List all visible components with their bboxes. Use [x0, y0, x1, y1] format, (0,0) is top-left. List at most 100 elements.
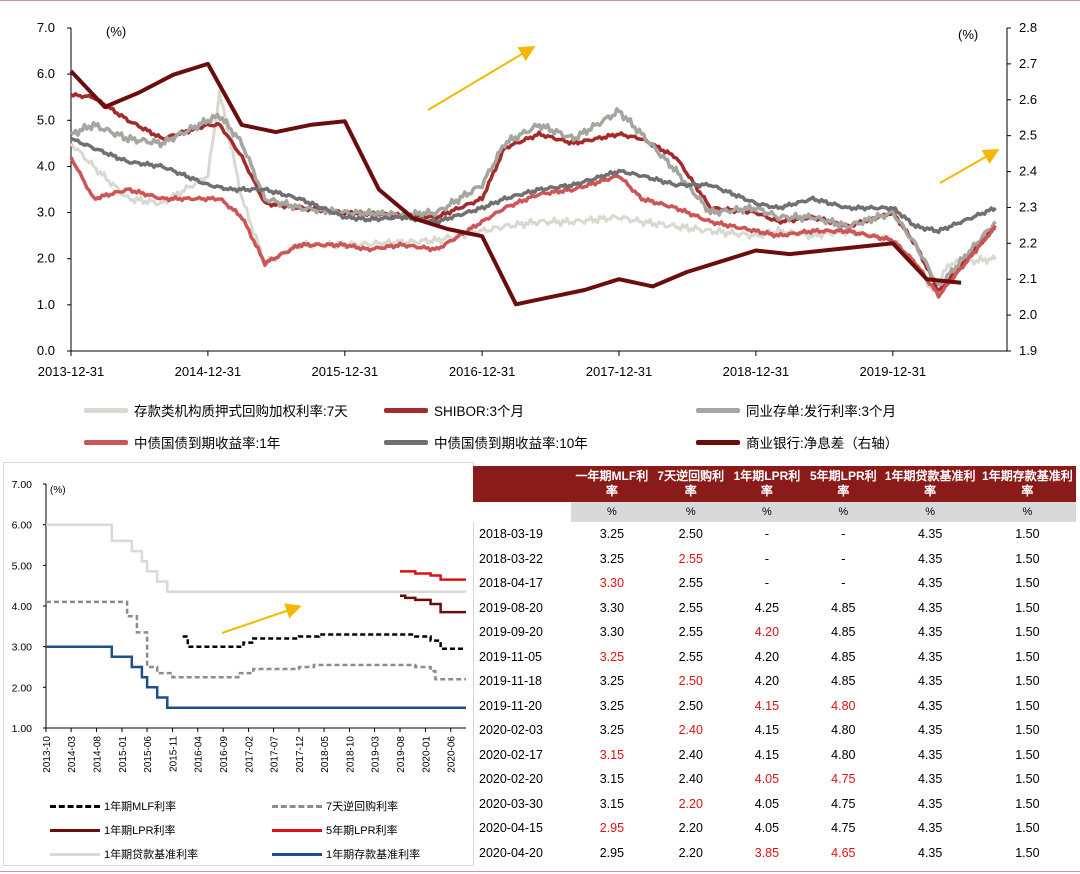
- x-tick-label: 2019-08: [396, 736, 407, 773]
- legend-swatch: [384, 407, 428, 413]
- series-line: [69, 61, 962, 307]
- row-date-cell: 2019-11-05: [479, 649, 543, 664]
- table-row: 2019-11-05 3.25 2.55 4.20 4.85 4.35 1.50: [473, 645, 1076, 670]
- rate-cell: 3.15: [599, 796, 625, 811]
- rate-cell: 4.15: [754, 747, 780, 762]
- rate-cell: 2.50: [678, 527, 703, 542]
- legend-label: 1年期LPR利率: [104, 825, 176, 837]
- x-tick-label: 2019-12-31: [860, 364, 927, 379]
- bottom-left-panel-frame: [3, 462, 474, 866]
- y2-tick-label: 2.1: [1019, 271, 1037, 286]
- legend-swatch: [384, 439, 428, 445]
- table-row: 2019-09-20 3.30 2.55 4.20 4.85 4.35 1.50: [473, 620, 1076, 645]
- rate-cell: 4.05: [754, 821, 780, 836]
- y-tick-label: 1.00: [12, 723, 33, 735]
- rate-cell: 1.50: [1015, 821, 1040, 836]
- legend-swatch: [50, 852, 100, 856]
- legend-swatch: [50, 804, 100, 808]
- rate-cell: -: [764, 576, 770, 591]
- legend-swatch: [272, 804, 322, 808]
- x-tick-label: 2018-12-31: [723, 364, 790, 379]
- legend-label: 同业存单:发行利率:3个月: [746, 404, 897, 419]
- policy-rates-chart: 1.00 2.00 3.00 4.00 5.00 6.00 7.00 2013-10 2014…: [12, 479, 466, 773]
- table-row: 2020-02-17 3.15 2.40 4.15 4.80 4.35 1.50: [473, 743, 1076, 768]
- rate-cell: 3.15: [599, 772, 625, 787]
- rate-cell: 4.35: [917, 551, 943, 566]
- rate-cell: 4.80: [831, 723, 856, 738]
- top-chart-legend: 存款类机构质押式回购加权利率:7天 SHIBOR:3个月 同业存单:发行利率:3…: [0, 390, 1080, 460]
- rate-cell: 4.80: [831, 698, 856, 713]
- unit-cell: %: [978, 502, 1076, 522]
- rate-cell: 4.85: [831, 674, 856, 689]
- rate-cell: 4.35: [917, 747, 943, 762]
- table-row: 2020-04-20 2.95 2.20 3.85 4.65 4.35 1.50: [473, 841, 1076, 866]
- bottom-border-rule: [0, 871, 1080, 872]
- series-line: [400, 594, 466, 614]
- row-date-cell: 2018-03-22: [479, 551, 543, 566]
- rate-cell: 4.15: [754, 698, 780, 713]
- table-row: 2019-11-18 3.25 2.50 4.20 4.85 4.35 1.50: [473, 669, 1076, 694]
- y-tick-label: 5.00: [12, 560, 33, 572]
- rate-cell: 2.40: [678, 723, 703, 738]
- x-tick-label: 2013-10: [42, 736, 53, 773]
- row-date-cell: 2019-11-18: [479, 674, 543, 689]
- legend-item: 1年期贷款基准利率: [50, 846, 198, 862]
- rate-cell: 4.35: [917, 698, 943, 713]
- x-tick-label: 2014-08: [93, 736, 104, 773]
- rate-cell: 2.55: [678, 576, 703, 591]
- rate-cell: 2.95: [599, 821, 625, 836]
- y2-tick-label: 2.3: [1019, 199, 1037, 214]
- row-date-cell: 2019-11-20: [479, 698, 543, 713]
- rate-cell: 1.50: [1015, 845, 1040, 860]
- policy-rate-table: 一年期MLF利率 7天逆回购利率 1年期LPR利率 5年期LPR利率 1年期贷款…: [473, 466, 1076, 865]
- rate-cell: 4.35: [917, 527, 943, 542]
- y2-tick-label: 1.9: [1019, 343, 1037, 358]
- rate-cell: 4.35: [917, 845, 943, 860]
- rate-cell: 4.75: [831, 772, 856, 787]
- rate-cell: 3.30: [599, 600, 625, 615]
- legend-swatch: [50, 828, 100, 832]
- x-tick-label: 2018-05: [320, 736, 331, 773]
- x-tick-label: 2017-12-31: [586, 364, 653, 379]
- series-line: [46, 645, 466, 709]
- series-line: [400, 570, 466, 581]
- rate-cell: -: [841, 551, 846, 566]
- legend-item: 商业银行:净息差（右轴）: [696, 432, 898, 452]
- legend-swatch: [84, 407, 128, 413]
- legend-label: 中债国债到期收益率:10年: [434, 436, 588, 451]
- row-date-cell: 2019-08-20: [479, 600, 543, 615]
- trend-arrow-annotation: [939, 149, 1000, 184]
- header-mlf: 一年期MLF利率: [571, 466, 653, 502]
- legend-swatch: [696, 407, 740, 413]
- legend-swatch: [696, 439, 740, 445]
- y2-tick-label: 2.2: [1019, 235, 1037, 250]
- y2-tick-label: 2.4: [1019, 164, 1037, 179]
- unit-cell: %: [652, 502, 729, 522]
- rate-cell: 1.50: [1015, 551, 1040, 566]
- rate-cell: 2.55: [678, 625, 703, 640]
- table-row: 2020-03-30 3.15 2.20 4.05 4.75 4.35 1.50: [473, 792, 1076, 817]
- rate-cell: 4.75: [831, 796, 856, 811]
- rate-cell: 4.35: [917, 723, 943, 738]
- table-row: 2019-08-20 3.30 2.55 4.25 4.85 4.35 1.50: [473, 596, 1076, 621]
- y2-tick-label: 2.0: [1019, 307, 1037, 322]
- rate-cell: 4.85: [831, 649, 856, 664]
- x-tick-label: 2015-12-31: [312, 364, 379, 379]
- legend-label: SHIBOR:3个月: [434, 404, 525, 419]
- x-tick-label: 2014-12-31: [175, 364, 242, 379]
- y-tick-label: 6.0: [37, 66, 55, 81]
- header-reverse-repo: 7天逆回购利率: [652, 466, 729, 502]
- series-line: [70, 107, 997, 287]
- unit-cell: %: [881, 502, 979, 522]
- x-tick-label: 2014-03: [67, 736, 78, 773]
- x-tick-label: 2017-12: [295, 736, 306, 773]
- x-tick-label: 2017-07: [270, 736, 281, 773]
- legend-label: 5年期LPR利率: [326, 825, 398, 837]
- rate-cell: 4.20: [754, 625, 780, 640]
- row-date-cell: 2020-03-30: [479, 796, 543, 811]
- y-tick-label: 2.00: [12, 682, 33, 694]
- trend-arrow-annotation: [221, 603, 302, 634]
- legend-item: 中债国债到期收益率:1年: [84, 432, 280, 452]
- y2-tick-label: 2.5: [1019, 128, 1037, 143]
- rate-cell: 4.35: [917, 796, 943, 811]
